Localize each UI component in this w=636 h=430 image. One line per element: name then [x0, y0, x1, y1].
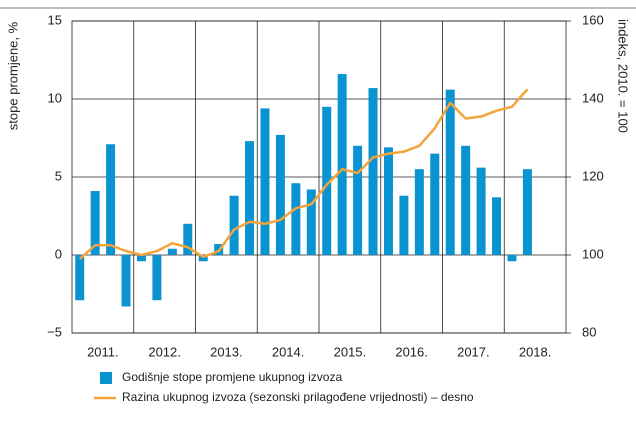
- y2-tick-label: 140: [582, 90, 604, 105]
- x-group-label: 2016.: [395, 344, 428, 359]
- y-tick-label: −5: [47, 324, 62, 339]
- legend-swatch: [100, 372, 112, 384]
- y2-tick-label: 80: [582, 324, 596, 339]
- x-group-label: 2018.: [519, 344, 552, 359]
- x-group-label: 2013.: [210, 344, 243, 359]
- y-tick-label: 0: [55, 246, 62, 261]
- bar: [291, 183, 301, 255]
- x-group-label: 2017.: [457, 344, 490, 359]
- y-axis-label: stope promjene, %: [5, 21, 20, 130]
- bar: [492, 197, 502, 255]
- bar: [167, 248, 177, 255]
- bar: [368, 88, 378, 255]
- y2-tick-label: 120: [582, 168, 604, 183]
- x-group-label: 2012.: [148, 344, 181, 359]
- legend-label: Razina ukupnog izvoza (sezonski prilagođ…: [122, 390, 474, 404]
- legend-label: Godišnje stope promjene ukupnog izvoza: [122, 370, 342, 384]
- bar: [353, 145, 363, 255]
- y-tick-label: 5: [55, 168, 62, 183]
- x-group-label: 2015.: [334, 344, 367, 359]
- x-group-label: 2014.: [272, 344, 305, 359]
- y2-tick-label: 100: [582, 246, 604, 261]
- plot-frame: [71, 20, 567, 334]
- bar: [245, 141, 255, 255]
- bar: [75, 255, 85, 301]
- bar: [106, 144, 116, 255]
- bar: [522, 169, 532, 255]
- x-group-label: 2011.: [87, 344, 119, 359]
- bar: [90, 191, 100, 255]
- y-tick-label: 15: [48, 12, 62, 27]
- line: [78, 88, 529, 260]
- bar: [461, 145, 471, 255]
- bar: [322, 106, 332, 255]
- bar: [229, 195, 239, 255]
- bar: [414, 169, 424, 255]
- bar: [121, 255, 131, 307]
- bar: [507, 255, 517, 262]
- y-tick-label: 10: [48, 90, 62, 105]
- bar: [476, 167, 486, 255]
- bar: [430, 153, 440, 255]
- bar: [337, 74, 347, 255]
- bar: [275, 134, 285, 255]
- bar: [306, 189, 316, 255]
- bar: [399, 195, 409, 255]
- bar: [260, 108, 270, 255]
- y2-axis-label: indeks, 2010. = 100: [616, 19, 631, 133]
- bar: [383, 147, 393, 255]
- bar: [445, 89, 455, 255]
- y2-tick-label: 160: [582, 12, 604, 27]
- bar: [183, 223, 193, 255]
- bar: [136, 255, 146, 262]
- bar: [152, 255, 162, 301]
